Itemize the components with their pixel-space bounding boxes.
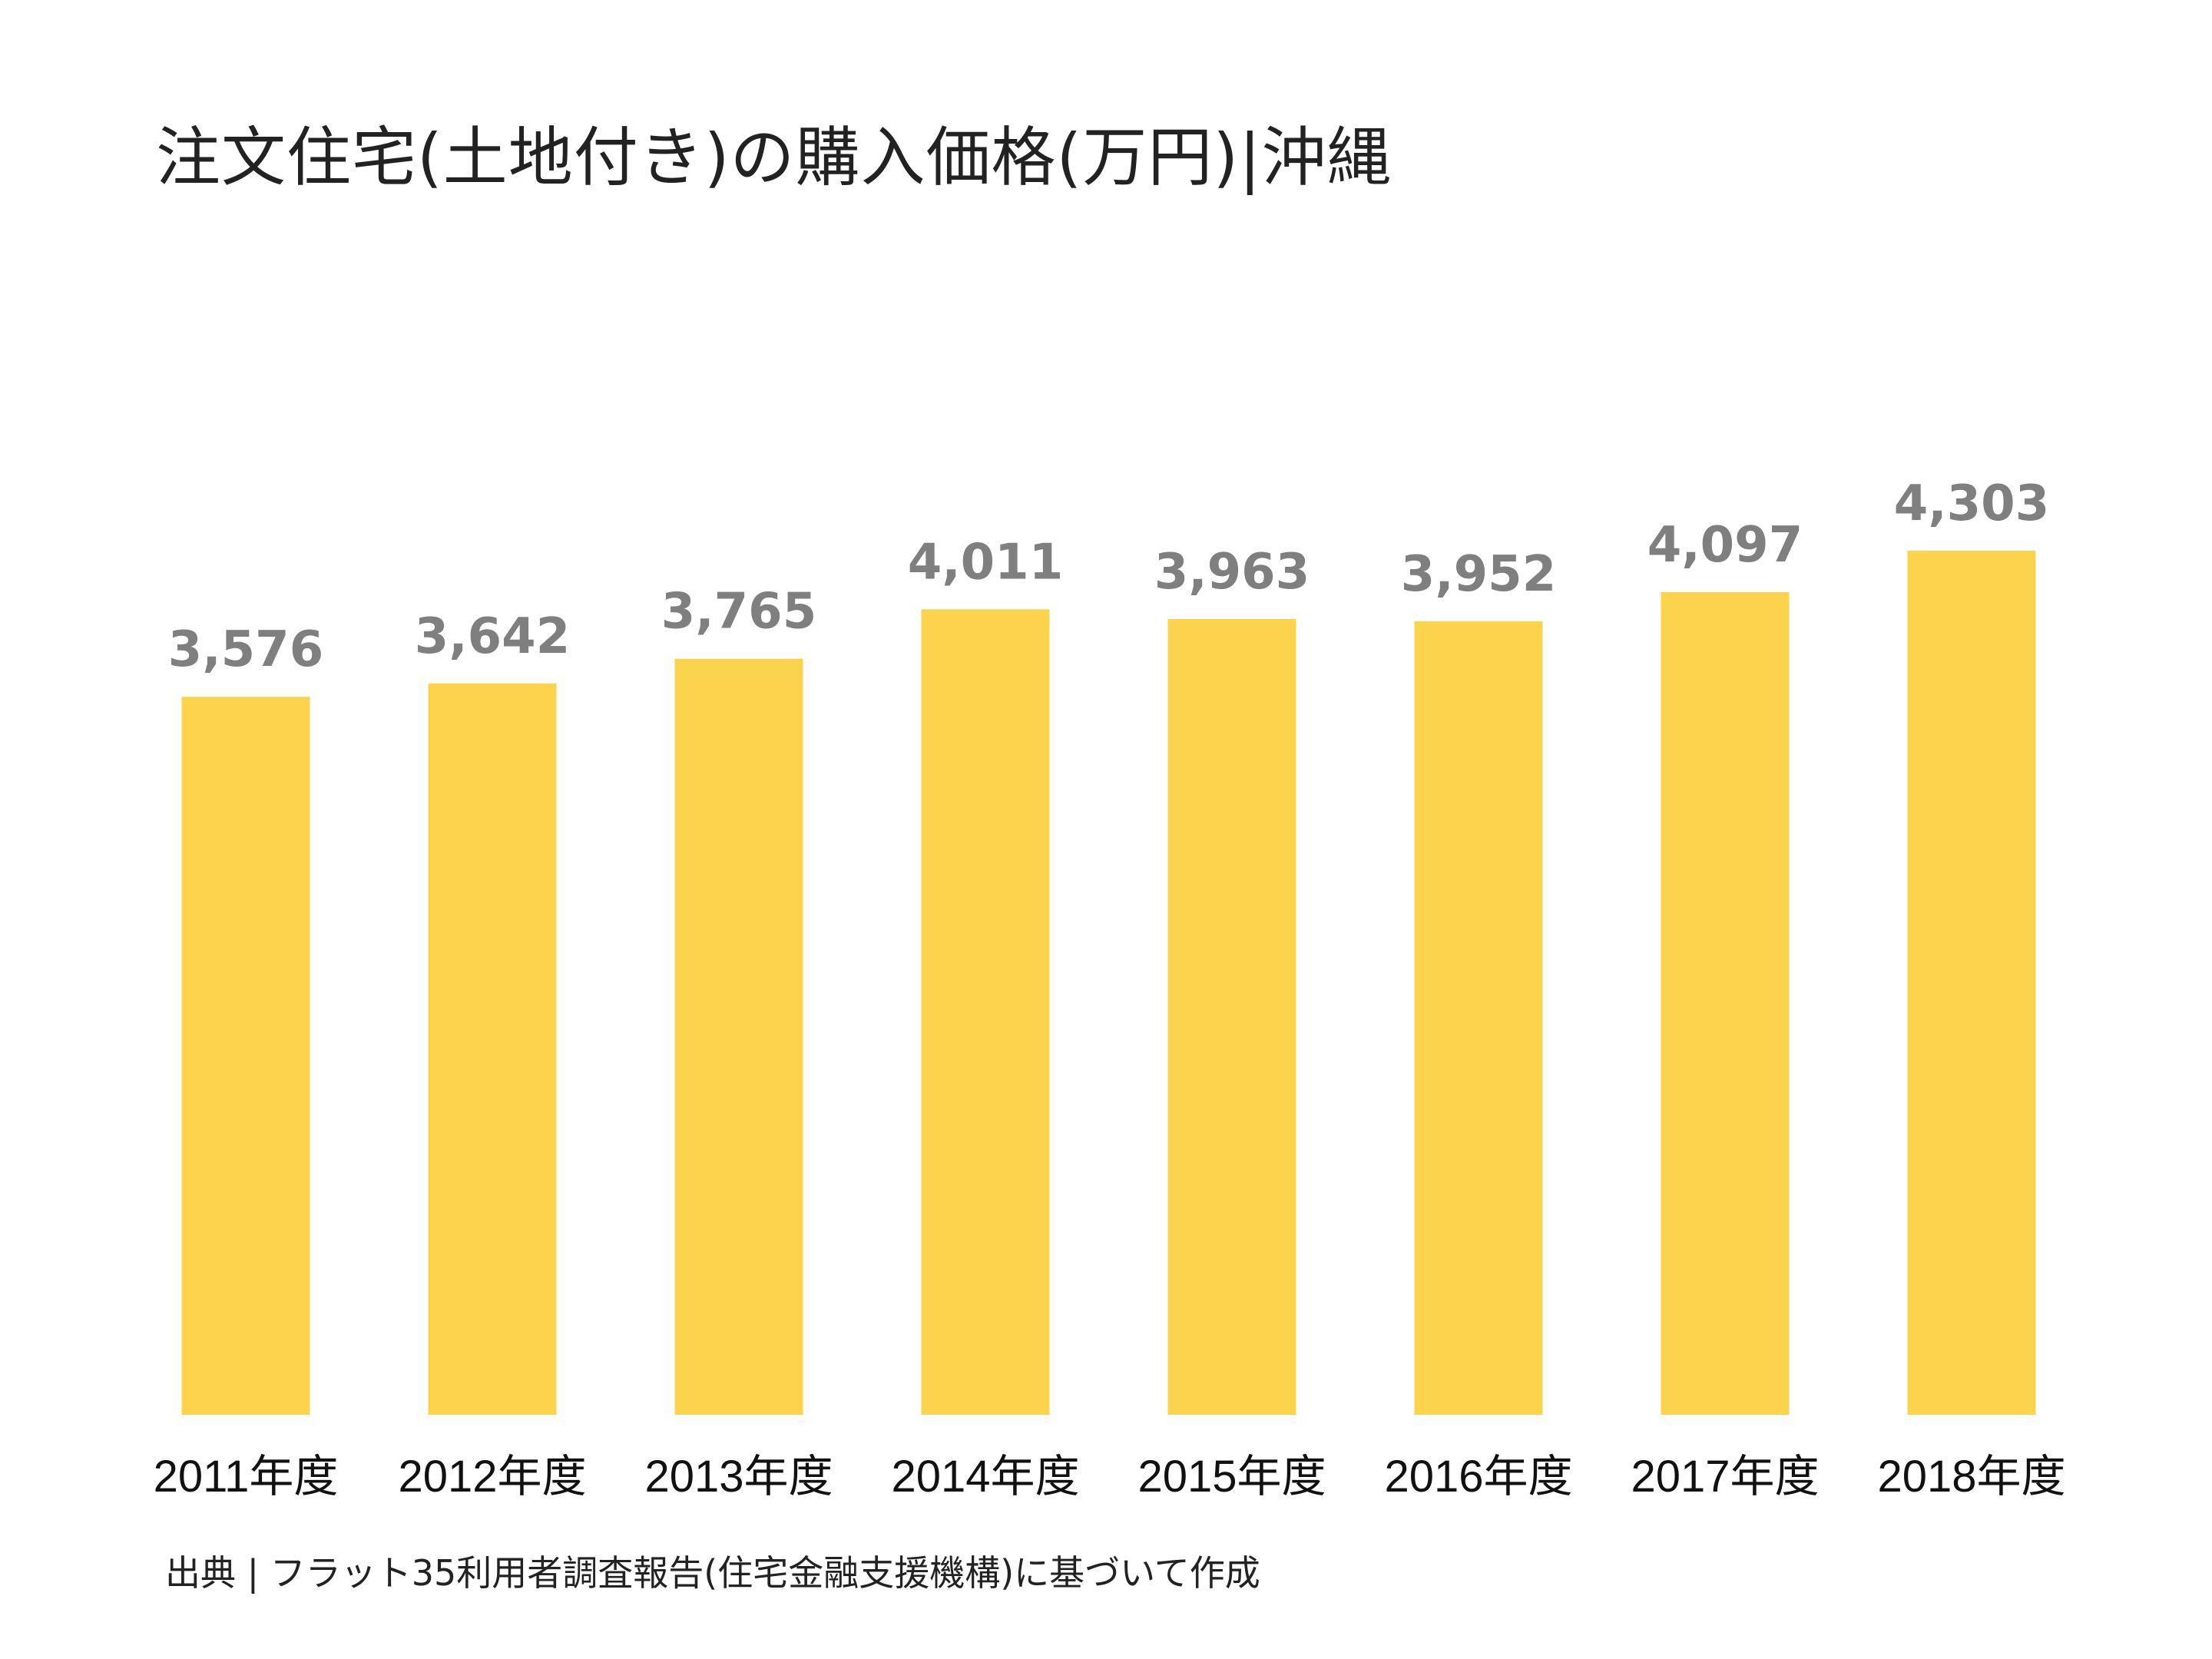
chart-title: 注文住宅(土地付き)の購入価格(万円)|沖縄 [156, 120, 1392, 195]
value-label: 3,642 [415, 608, 570, 665]
value-label: 3,952 [1401, 546, 1556, 603]
category-labels-group: 2011年度 2012年度 2013年度 2014年度 2015年度 2016年度 2017… [154, 1452, 2066, 1502]
category-label: 2011年度 [154, 1452, 339, 1502]
bar-2011年度 [181, 697, 310, 1415]
category-label: 2018年度 [1877, 1452, 2065, 1502]
value-label: 4,011 [908, 534, 1063, 591]
value-label: 3,963 [1154, 544, 1310, 601]
category-label: 2016年度 [1384, 1452, 1572, 1502]
category-label: 2012年度 [398, 1452, 586, 1502]
category-label: 2014年度 [891, 1452, 1079, 1502]
value-label: 3,576 [168, 621, 323, 678]
bar-2013年度 [674, 658, 803, 1415]
bar-2014年度 [921, 609, 1050, 1415]
bar-2015年度 [1167, 618, 1296, 1415]
bar-2012年度 [428, 683, 557, 1415]
category-label: 2015年度 [1137, 1452, 1326, 1502]
bar-2018年度 [1907, 551, 2036, 1415]
value-label: 3,765 [661, 584, 816, 641]
bars-group [181, 551, 2036, 1415]
source-note: 出典 | フラット35利用者調査報告(住宅金融支援機構)に基づいて作成 [165, 1552, 1260, 1594]
bar-2017年度 [1661, 591, 1790, 1415]
value-label: 4,303 [1894, 475, 2049, 532]
category-label: 2013年度 [644, 1452, 833, 1502]
value-labels-group: 3,576 3,642 3,765 4,011 3,963 3,952 4,097 4,303 [168, 475, 2049, 678]
category-label: 2017年度 [1631, 1452, 1819, 1502]
bar-2016年度 [1414, 621, 1543, 1415]
value-label: 4,097 [1647, 517, 1803, 574]
